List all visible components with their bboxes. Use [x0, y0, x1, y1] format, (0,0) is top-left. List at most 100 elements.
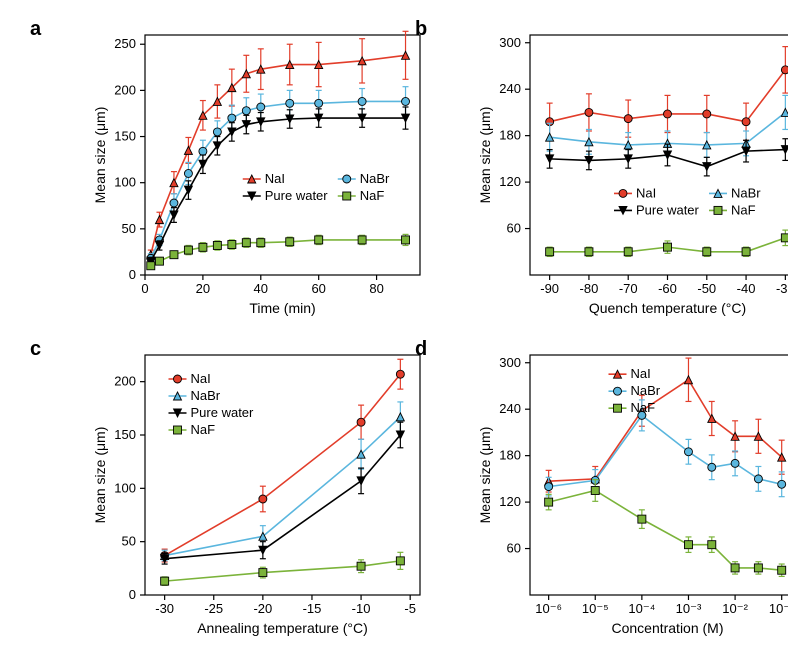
x-tick-label: 60: [311, 281, 325, 296]
data-marker-NaI: [781, 66, 788, 74]
y-tick-label: 300: [499, 35, 521, 50]
x-axis-title: Quench temperature (°C): [589, 300, 746, 316]
x-tick-label: 10⁻²: [722, 601, 748, 616]
data-marker-NaF: [703, 248, 711, 256]
x-tick-label: -60: [658, 281, 677, 296]
series-line-NaBr: [549, 415, 782, 486]
x-tick-label: 40: [254, 281, 268, 296]
legend-marker-NaBr: [614, 387, 622, 395]
legend-label-NaF: NaF: [631, 400, 656, 415]
y-tick-label: 0: [129, 267, 136, 282]
panel-label-d: d: [415, 338, 427, 361]
data-marker-NaI: [396, 370, 404, 378]
data-marker-NaBr: [213, 128, 221, 136]
data-marker-NaF: [147, 262, 155, 270]
data-marker-NaI: [703, 110, 711, 118]
panel-label-b: b: [415, 18, 427, 41]
axis-box: [145, 355, 420, 595]
x-axis-title: Annealing temperature (°C): [197, 620, 368, 636]
y-tick-label: 150: [114, 427, 136, 442]
data-marker-NaBr: [684, 448, 692, 456]
data-marker-NaF: [708, 541, 716, 549]
legend-label-NaI: NaI: [191, 371, 211, 386]
data-marker-NaF: [742, 248, 750, 256]
data-marker-NaBr: [731, 459, 739, 467]
data-marker-NaBr: [199, 147, 207, 155]
data-marker-NaBr: [781, 108, 788, 116]
data-marker-NaI: [742, 118, 750, 126]
data-marker-NaF: [664, 243, 672, 251]
x-tick-label: -30: [155, 601, 174, 616]
y-tick-label: 150: [114, 129, 136, 144]
data-marker-NaF: [731, 564, 739, 572]
legend-label-Pure: Pure water: [636, 202, 700, 217]
y-tick-label: 0: [129, 587, 136, 602]
data-marker-NaF: [213, 241, 221, 249]
y-tick-label: 60: [507, 541, 521, 556]
x-axis-title: Time (min): [249, 300, 315, 316]
data-marker-NaI: [155, 216, 163, 224]
chart-svg-d: 10⁻⁶10⁻⁵10⁻⁴10⁻³10⁻²10⁻¹60120180240300Co…: [475, 345, 788, 645]
legend-label-NaF: NaF: [191, 422, 216, 437]
data-marker-NaBr: [286, 99, 294, 107]
x-tick-label: -30: [776, 281, 788, 296]
data-marker-NaBr: [242, 107, 250, 115]
series-line-NaI: [549, 380, 782, 481]
data-marker-NaI: [242, 70, 250, 78]
x-tick-label: 20: [196, 281, 210, 296]
figure-container: a020406080050100150200250Time (min)Mean …: [0, 0, 788, 630]
y-axis-title: Mean size (μm): [92, 107, 108, 204]
series-line-NaF: [549, 490, 782, 570]
x-tick-label: -5: [404, 601, 416, 616]
legend-label-NaBr: NaBr: [631, 383, 661, 398]
panel-label-c: c: [30, 338, 41, 361]
y-tick-label: 240: [499, 401, 521, 416]
legend-label-NaI: NaI: [265, 171, 285, 186]
panel-a: 020406080050100150200250Time (min)Mean s…: [90, 25, 365, 265]
data-marker-NaF: [259, 569, 267, 577]
panel-c: -30-25-20-15-10-5050100150200Annealing t…: [90, 345, 365, 585]
data-marker-NaBr: [778, 480, 786, 488]
y-tick-label: 120: [499, 494, 521, 509]
data-marker-NaI: [624, 115, 632, 123]
legend-label-NaF: NaF: [360, 188, 385, 203]
data-marker-NaF: [357, 562, 365, 570]
data-marker-NaF: [170, 251, 178, 259]
x-tick-label: 10⁻⁴: [628, 601, 655, 616]
data-marker-NaF: [781, 234, 788, 242]
y-tick-label: 240: [499, 81, 521, 96]
x-tick-label: 10⁻¹: [769, 601, 788, 616]
data-marker-NaI: [357, 418, 365, 426]
x-tick-label: -20: [253, 601, 272, 616]
x-tick-label: 80: [369, 281, 383, 296]
data-marker-NaI: [259, 495, 267, 503]
x-tick-label: 10⁻⁶: [535, 601, 562, 616]
legend-marker-NaF: [343, 192, 351, 200]
data-marker-NaI: [684, 376, 692, 384]
data-marker-NaI: [170, 179, 178, 187]
data-marker-NaF: [638, 515, 646, 523]
axis-box: [530, 35, 788, 275]
data-marker-NaF: [624, 248, 632, 256]
y-tick-label: 120: [499, 174, 521, 189]
data-marker-Pure: [184, 186, 192, 194]
data-marker-NaBr: [402, 97, 410, 105]
legend-marker-NaF: [174, 426, 182, 434]
data-marker-NaF: [545, 498, 553, 506]
y-tick-label: 300: [499, 355, 521, 370]
y-axis-title: Mean size (μm): [92, 427, 108, 524]
data-marker-NaF: [684, 541, 692, 549]
data-marker-NaF: [315, 236, 323, 244]
data-marker-Pure: [199, 160, 207, 168]
series-line-Pure: [165, 435, 401, 559]
y-tick-label: 100: [114, 480, 136, 495]
data-marker-NaBr: [257, 103, 265, 111]
data-marker-NaF: [591, 486, 599, 494]
y-tick-label: 180: [499, 448, 521, 463]
x-tick-label: -25: [204, 601, 223, 616]
data-marker-NaF: [585, 248, 593, 256]
legend-label-NaI: NaI: [631, 366, 651, 381]
data-marker-NaF: [161, 577, 169, 585]
data-marker-NaBr: [228, 114, 236, 122]
data-marker-NaBr: [708, 463, 716, 471]
